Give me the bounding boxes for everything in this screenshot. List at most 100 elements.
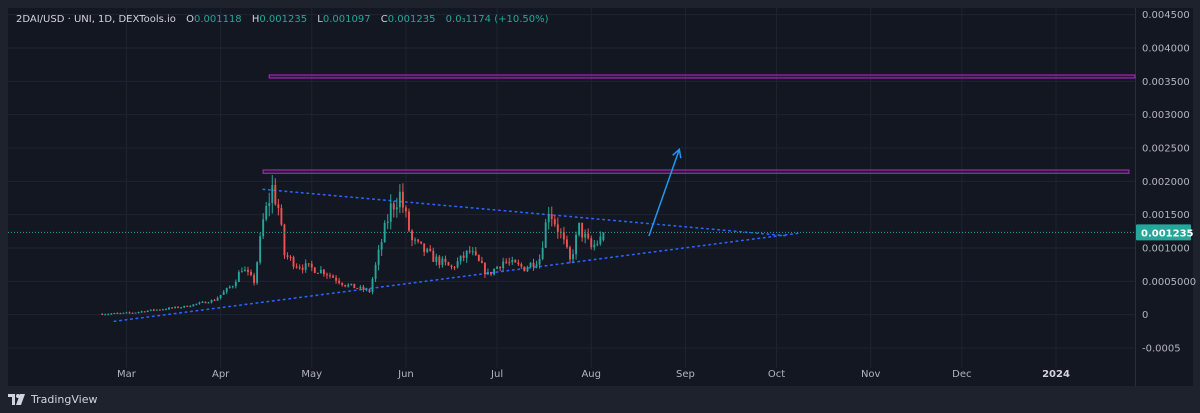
arrow-shaft[interactable] <box>648 149 681 237</box>
candle-body <box>532 262 535 267</box>
descending-trendline[interactable] <box>262 188 790 237</box>
candle-body <box>149 309 152 311</box>
candle-body <box>377 249 380 265</box>
candle-body <box>213 300 216 302</box>
candle-body <box>250 271 252 276</box>
x-tick-label: Aug <box>581 369 601 380</box>
candle-body <box>553 219 556 225</box>
candle-body <box>392 203 395 210</box>
arrow-head[interactable] <box>672 147 682 159</box>
y-tick-label: 0.001000 <box>1142 244 1190 255</box>
candle-body <box>395 207 398 210</box>
candle-body <box>526 267 529 272</box>
candle-body <box>417 239 420 242</box>
candle-body <box>493 268 495 275</box>
y-tick-label: 0.003000 <box>1142 110 1190 121</box>
candle-body <box>265 205 268 220</box>
y-tick-label: 0.0005000 <box>1142 277 1196 288</box>
ohlc-legend: 2DAI/USD · UNI, 1D, DEXTools.io O0.00111… <box>16 14 549 25</box>
y-tick-label: 0 <box>1142 310 1148 321</box>
y-tick-label: 0.004500 <box>1142 10 1190 21</box>
candle-body <box>259 236 262 263</box>
candle-body <box>374 264 377 279</box>
candle-body <box>228 286 231 288</box>
candle-body <box>198 302 201 304</box>
candle-body <box>523 266 526 272</box>
trendlines[interactable] <box>113 188 799 323</box>
y-tick-label: 0.002000 <box>1142 177 1190 188</box>
candle-body <box>438 256 441 265</box>
candle-body <box>465 250 468 258</box>
candle-body <box>161 309 164 311</box>
candle-body <box>578 222 581 235</box>
candle-body <box>362 286 365 290</box>
candle-body <box>143 311 146 313</box>
open-value: 0.001118 <box>193 14 242 25</box>
candle-body <box>508 262 511 264</box>
candle-body <box>365 289 368 291</box>
candle-body <box>496 266 499 269</box>
candle-body <box>566 239 568 248</box>
candle-body <box>332 275 334 278</box>
candle-body <box>480 260 483 264</box>
candle-body <box>411 230 413 241</box>
upper-resistance-zone[interactable] <box>268 74 1136 79</box>
projection-arrow[interactable] <box>648 147 682 237</box>
candle-body <box>222 291 225 295</box>
last-price-label: 0.001235 <box>1136 224 1194 241</box>
tradingview-logo[interactable]: TradingView <box>8 393 97 406</box>
candle-body <box>572 254 574 260</box>
candle-body <box>247 269 249 272</box>
candle-body <box>359 286 362 289</box>
candle-body <box>335 277 338 281</box>
price-axis[interactable] <box>1135 8 1193 386</box>
symbol-label[interactable]: 2DAI/USD · UNI, 1D, DEXTools.io <box>16 14 176 25</box>
candle-body <box>116 313 119 315</box>
candle-body <box>529 262 532 268</box>
candle-body <box>171 307 173 309</box>
candle-body <box>231 286 234 288</box>
candle-body <box>593 244 596 248</box>
candle-body <box>414 239 416 241</box>
candle-body <box>146 310 149 312</box>
candle-body <box>584 233 587 238</box>
candle-body <box>341 282 344 285</box>
low-value: 0.001097 <box>322 14 371 25</box>
candle-body <box>511 259 514 263</box>
candle-body <box>210 300 213 303</box>
candle-body <box>262 219 265 237</box>
candle-body <box>307 263 310 265</box>
candle-body <box>289 256 292 258</box>
candles <box>101 175 605 316</box>
candle-body <box>326 274 328 276</box>
candle-body <box>234 281 237 287</box>
grid <box>8 8 1135 368</box>
candle-body <box>505 261 508 263</box>
chart-plot-area[interactable] <box>8 8 1135 386</box>
candle-body <box>295 266 298 268</box>
candle-body <box>204 301 207 304</box>
candle-body <box>462 255 465 258</box>
candle-body <box>405 207 407 212</box>
candle-body <box>368 289 371 292</box>
high-value: 0.001235 <box>259 14 308 25</box>
resistance-zones[interactable] <box>262 74 1136 174</box>
candle-body <box>550 214 553 220</box>
candle-body <box>459 255 462 262</box>
candle-body <box>435 256 438 262</box>
lower-resistance-zone[interactable] <box>262 169 1130 174</box>
x-tick-label: Apr <box>212 369 230 380</box>
candle-body <box>502 261 505 269</box>
candle-body <box>450 265 453 268</box>
ascending-trendline[interactable] <box>113 232 799 323</box>
candle-body <box>310 263 313 268</box>
candle-body <box>155 309 158 311</box>
close-key: C <box>380 14 388 25</box>
candle-body <box>271 184 274 204</box>
y-tick-label: 0.003500 <box>1142 77 1190 88</box>
candle-body <box>575 234 577 255</box>
candle-body <box>581 222 584 238</box>
y-tick-label: 0.004000 <box>1142 44 1190 55</box>
